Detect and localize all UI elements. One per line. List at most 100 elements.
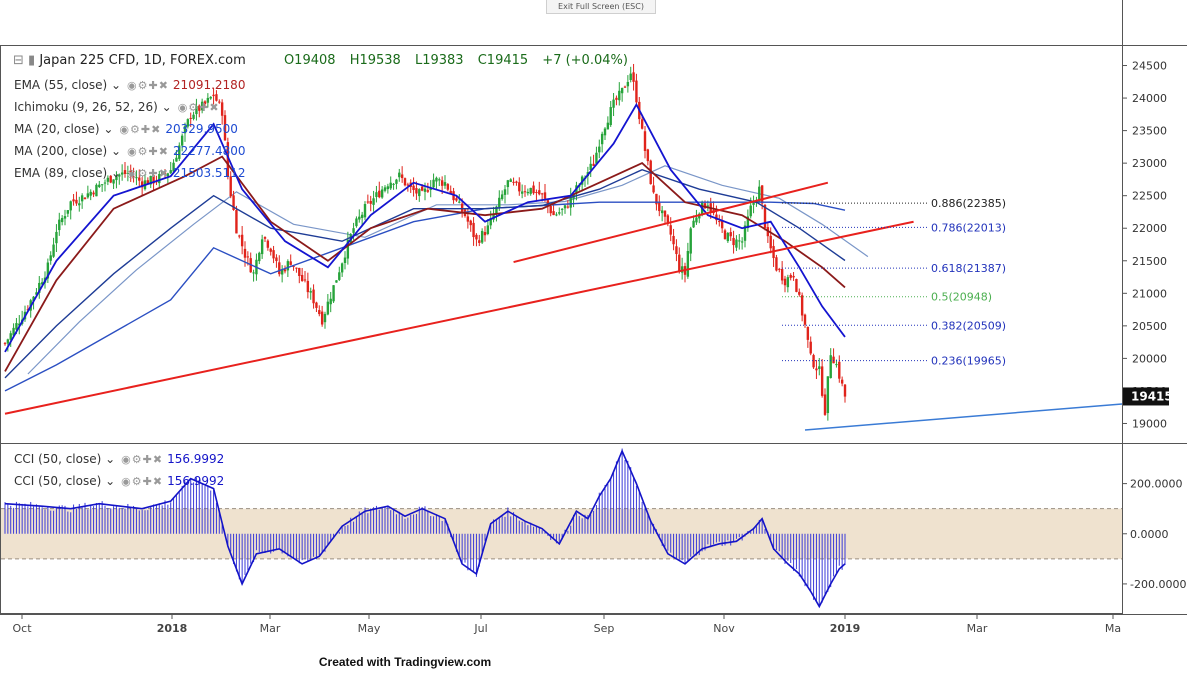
- indicator-controls-icon[interactable]: ◉⚙✚✖: [127, 167, 169, 180]
- indicator-legend[interactable]: Ichimoku (9, 26, 52, 26) ⌄ ◉⚙✚✖: [14, 100, 220, 114]
- exit-fullscreen-button[interactable]: Exit Full Screen (ESC): [546, 0, 656, 14]
- indicator-legend[interactable]: EMA (55, close) ⌄ ◉⚙✚✖ 21091.2180: [14, 78, 246, 92]
- candle-down: [152, 175, 155, 184]
- candle-up: [46, 262, 50, 279]
- cci-legend[interactable]: CCI (50, close) ⌄ ◉⚙✚✖ 156.9992: [14, 474, 225, 488]
- candle-down: [420, 186, 424, 191]
- open-value: O19408: [283, 53, 336, 68]
- candle-down: [678, 254, 681, 272]
- candle-up: [749, 205, 752, 217]
- indicator-label: EMA (55, close): [14, 78, 108, 92]
- candle-down: [138, 177, 141, 181]
- candle-down: [140, 181, 144, 188]
- candle-up: [506, 180, 510, 188]
- candle-down: [400, 174, 404, 179]
- candle-down: [538, 190, 541, 195]
- candle-up: [78, 203, 81, 206]
- candle-down: [315, 302, 318, 308]
- ohlc-readout: O19408 H19538 L19383 C19415 +7 (+0.04%): [284, 53, 638, 68]
- candle-down: [226, 142, 230, 177]
- candle-up: [660, 210, 664, 214]
- candle-up: [435, 177, 438, 182]
- candle-down: [798, 291, 801, 295]
- trendline: [804, 403, 1123, 431]
- indicator-controls-icon[interactable]: ◉⚙✚✖: [177, 101, 220, 114]
- candle-down: [92, 192, 95, 195]
- candle-up: [86, 193, 90, 198]
- time-tick-label: Sep: [594, 622, 615, 635]
- candle-up: [346, 239, 350, 259]
- candle-up: [280, 269, 284, 275]
- ema89-line: [4, 168, 846, 379]
- candle-down: [543, 192, 547, 199]
- time-tick-label: Oct: [12, 622, 32, 635]
- candle-down: [472, 222, 475, 238]
- cci-label: CCI (50, close): [14, 452, 102, 466]
- candle-up: [589, 163, 592, 171]
- candle-up: [389, 182, 392, 189]
- candle-up: [818, 366, 821, 370]
- cci-legend[interactable]: CCI (50, close) ⌄ ◉⚙✚✖ 156.9992: [14, 452, 225, 466]
- candle-up: [398, 172, 401, 178]
- candle-up: [680, 266, 684, 273]
- candle-up: [340, 263, 344, 273]
- candle-down: [795, 278, 798, 292]
- candle-down: [189, 117, 192, 119]
- candle-down: [426, 190, 430, 192]
- candle-down: [723, 230, 727, 240]
- collapse-icon[interactable]: ⊟ ▮: [13, 53, 36, 68]
- price-tick-label: 20500: [1132, 320, 1167, 333]
- candle-down: [646, 149, 650, 162]
- candle-up: [509, 179, 512, 182]
- candle-up: [40, 282, 44, 285]
- candle-down: [403, 178, 407, 186]
- candle-up: [423, 188, 427, 192]
- candle-up: [12, 327, 15, 336]
- candle-down: [278, 262, 281, 275]
- candle-up: [418, 189, 421, 197]
- candle-down: [778, 268, 781, 270]
- candle-up: [372, 198, 375, 205]
- fib-label: 0.382(20509): [931, 319, 1006, 332]
- candle-up: [66, 210, 70, 214]
- candle-down: [780, 268, 784, 281]
- candle-up: [443, 182, 447, 186]
- candle-up: [49, 255, 52, 261]
- indicator-value: 20329.9500: [165, 122, 238, 136]
- indicator-legend[interactable]: EMA (89, close) ⌄ ◉⚙✚✖ 21503.5112: [14, 166, 246, 180]
- candle-down: [412, 185, 415, 191]
- candle-down: [672, 235, 675, 245]
- candle-down: [703, 203, 707, 209]
- indicator-controls-icon[interactable]: ◉⚙✚✖: [127, 79, 169, 92]
- indicator-legend[interactable]: MA (200, close) ⌄ ◉⚙✚✖ 22277.4800: [14, 144, 246, 158]
- candle-up: [526, 191, 530, 194]
- candle-up: [175, 157, 178, 162]
- candle-down: [198, 105, 201, 111]
- candle-down: [469, 220, 472, 226]
- candle-down: [212, 94, 215, 97]
- candle-up: [286, 261, 290, 271]
- candle-down: [449, 190, 452, 194]
- candle-up: [375, 192, 378, 198]
- price-tick-label: 19000: [1132, 417, 1167, 430]
- fib-label: 0.5(20948): [931, 291, 992, 304]
- candle-up: [609, 107, 612, 126]
- indicator-label: MA (20, close): [14, 122, 100, 136]
- time-tick-label: Jul: [473, 622, 487, 635]
- cci-value: 156.9992: [167, 452, 225, 466]
- indicator-legend[interactable]: MA (20, close) ⌄ ◉⚙✚✖ 20329.9500: [14, 122, 238, 136]
- candle-down: [318, 310, 321, 315]
- cci-controls-icon[interactable]: ◉⚙✚✖: [121, 475, 164, 488]
- candle-up: [200, 101, 204, 111]
- candle-up: [9, 333, 12, 340]
- candle-up: [558, 212, 561, 214]
- indicator-controls-icon[interactable]: ◉⚙✚✖: [127, 145, 169, 158]
- time-tick-label: Nov: [713, 622, 735, 635]
- candle-up: [260, 239, 264, 255]
- cci-controls-icon[interactable]: ◉⚙✚✖: [121, 453, 164, 466]
- candle-down: [478, 240, 481, 243]
- candle-down: [549, 206, 552, 214]
- indicator-controls-icon[interactable]: ◉⚙✚✖: [119, 123, 162, 136]
- candle-up: [595, 152, 598, 164]
